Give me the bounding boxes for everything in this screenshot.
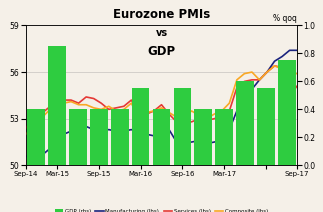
Bar (278, 60, 296, 165)
Text: Eurozone PMIs: Eurozone PMIs (113, 8, 210, 21)
Bar (153, 109, 170, 165)
Bar (173, 88, 191, 165)
Bar (111, 109, 129, 165)
Legend: GDP (rhs), Manufacturing (lhs), Services (lhs), Composite (lhs): GDP (rhs), Manufacturing (lhs), Services… (52, 206, 271, 212)
Bar (69, 109, 87, 165)
Text: GDP: GDP (147, 45, 176, 57)
Bar (257, 88, 275, 165)
Bar (90, 109, 108, 165)
Text: % qoq: % qoq (273, 14, 297, 23)
Bar (194, 109, 212, 165)
Text: vs: vs (155, 28, 168, 38)
Bar (48, 46, 66, 165)
Bar (215, 109, 233, 165)
Bar (27, 109, 45, 165)
Bar (132, 88, 150, 165)
Bar (236, 81, 254, 165)
